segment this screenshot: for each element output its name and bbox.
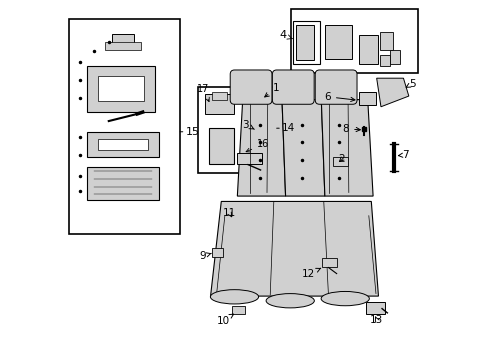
Polygon shape [87, 66, 155, 112]
Bar [237, 153, 262, 164]
Polygon shape [210, 202, 378, 296]
Bar [292, 21, 319, 64]
Bar [232, 306, 244, 314]
Bar [211, 248, 223, 257]
Bar [212, 93, 226, 100]
Text: 1: 1 [264, 83, 279, 97]
Bar [198, 87, 276, 173]
FancyBboxPatch shape [230, 70, 271, 104]
Text: 5: 5 [406, 78, 415, 89]
Polygon shape [376, 78, 408, 107]
Text: 16: 16 [245, 139, 269, 152]
Ellipse shape [210, 290, 258, 304]
Text: 7: 7 [398, 150, 407, 160]
Text: 11: 11 [222, 208, 235, 218]
Bar [105, 42, 141, 50]
Bar [322, 258, 337, 267]
Polygon shape [237, 100, 285, 196]
Polygon shape [98, 139, 148, 150]
Bar [69, 19, 180, 234]
Bar [332, 157, 347, 166]
Polygon shape [358, 93, 375, 105]
Text: 2: 2 [338, 154, 345, 164]
Bar [296, 24, 313, 60]
Text: 3: 3 [242, 120, 254, 130]
Polygon shape [98, 76, 144, 102]
FancyBboxPatch shape [272, 70, 313, 104]
Bar [389, 50, 400, 64]
Polygon shape [282, 100, 324, 196]
Polygon shape [87, 132, 159, 157]
Text: 8: 8 [342, 124, 360, 134]
Text: 13: 13 [369, 315, 383, 325]
Bar [379, 55, 389, 66]
Text: 6: 6 [324, 92, 354, 102]
Text: 10: 10 [216, 314, 233, 326]
Bar [324, 24, 351, 59]
Bar [358, 35, 378, 64]
Text: 9: 9 [199, 251, 211, 261]
Polygon shape [87, 167, 159, 200]
Polygon shape [365, 302, 384, 314]
Ellipse shape [321, 292, 368, 306]
Bar [379, 32, 392, 50]
Bar [290, 9, 417, 73]
Text: 14: 14 [276, 123, 295, 133]
Polygon shape [321, 100, 372, 196]
Text: 4: 4 [279, 30, 291, 40]
Text: 15: 15 [180, 127, 199, 137]
Ellipse shape [265, 294, 314, 308]
Bar [112, 33, 134, 48]
FancyBboxPatch shape [315, 70, 356, 104]
Polygon shape [208, 128, 233, 164]
Text: 17: 17 [197, 84, 209, 102]
Bar [205, 94, 233, 114]
Text: 12: 12 [302, 268, 320, 279]
